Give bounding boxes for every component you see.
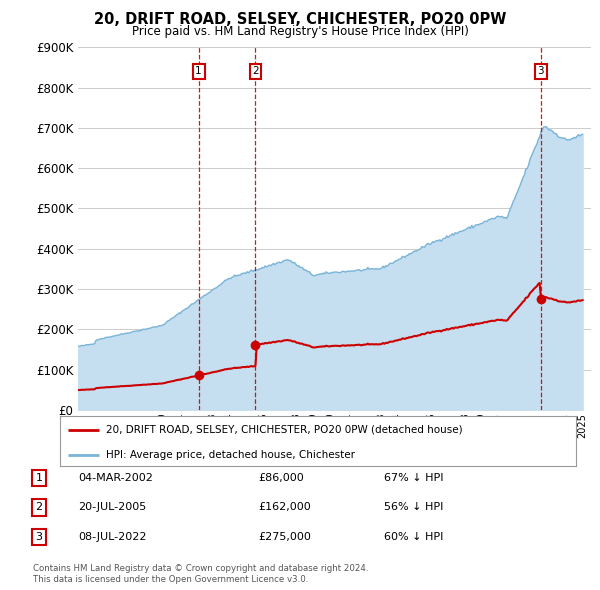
Text: 60% ↓ HPI: 60% ↓ HPI <box>384 532 443 542</box>
Text: This data is licensed under the Open Government Licence v3.0.: This data is licensed under the Open Gov… <box>33 575 308 584</box>
Text: 56% ↓ HPI: 56% ↓ HPI <box>384 503 443 512</box>
Text: HPI: Average price, detached house, Chichester: HPI: Average price, detached house, Chic… <box>106 450 355 460</box>
Text: Contains HM Land Registry data © Crown copyright and database right 2024.: Contains HM Land Registry data © Crown c… <box>33 565 368 573</box>
Text: £275,000: £275,000 <box>258 532 311 542</box>
Text: 3: 3 <box>538 67 544 76</box>
Text: 20, DRIFT ROAD, SELSEY, CHICHESTER, PO20 0PW (detached house): 20, DRIFT ROAD, SELSEY, CHICHESTER, PO20… <box>106 425 463 435</box>
Text: 2: 2 <box>252 67 259 76</box>
Text: 20-JUL-2005: 20-JUL-2005 <box>78 503 146 512</box>
Text: 3: 3 <box>35 532 43 542</box>
Text: 08-JUL-2022: 08-JUL-2022 <box>78 532 146 542</box>
Text: 1: 1 <box>195 67 202 76</box>
Text: 2: 2 <box>35 503 43 512</box>
Text: 20, DRIFT ROAD, SELSEY, CHICHESTER, PO20 0PW: 20, DRIFT ROAD, SELSEY, CHICHESTER, PO20… <box>94 12 506 27</box>
Text: 67% ↓ HPI: 67% ↓ HPI <box>384 473 443 483</box>
Text: 04-MAR-2002: 04-MAR-2002 <box>78 473 153 483</box>
Text: £162,000: £162,000 <box>258 503 311 512</box>
Text: Price paid vs. HM Land Registry's House Price Index (HPI): Price paid vs. HM Land Registry's House … <box>131 25 469 38</box>
Text: £86,000: £86,000 <box>258 473 304 483</box>
Text: 1: 1 <box>35 473 43 483</box>
